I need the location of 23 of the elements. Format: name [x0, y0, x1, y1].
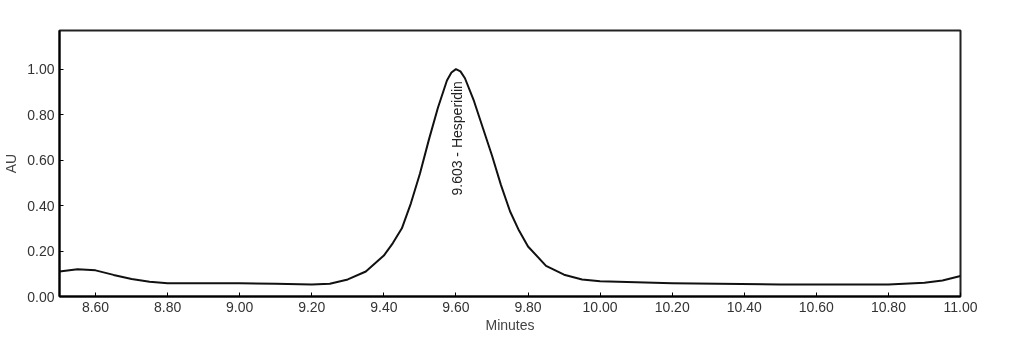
x-axis-title: Minutes [485, 316, 535, 333]
x-tick-label: 9.60 [442, 298, 470, 315]
x-tick-label: 9.00 [226, 298, 254, 315]
x-tick-label: 11.00 [943, 298, 978, 315]
x-tick-label: 10.00 [582, 298, 618, 315]
y-tick-label: 0.00 [27, 288, 55, 305]
x-tick-label: 8.60 [81, 298, 110, 315]
y-tick-label: 1.00 [27, 61, 55, 78]
x-tick-label: 9.40 [370, 298, 398, 315]
x-tick-label: 10.60 [798, 298, 835, 315]
x-tick-label: 10.40 [726, 298, 762, 315]
x-tick-label: 9.20 [298, 298, 326, 315]
x-tick-label: 9.80 [514, 298, 542, 315]
y-tick-label: 0.80 [27, 106, 55, 123]
x-tick-label: 10.80 [870, 298, 907, 315]
annotation: 9.603 - Hesperidin [449, 81, 466, 196]
x-tick-label: 8.80 [154, 298, 182, 315]
y-tick-label: 0.60 [27, 152, 55, 169]
y-tick-label: 0.20 [27, 243, 55, 260]
x-tick-label: 10.20 [654, 298, 690, 315]
y-axis-title: AU [3, 153, 20, 174]
line-series [59, 68, 961, 286]
y-tick-label: 0.40 [27, 197, 55, 214]
